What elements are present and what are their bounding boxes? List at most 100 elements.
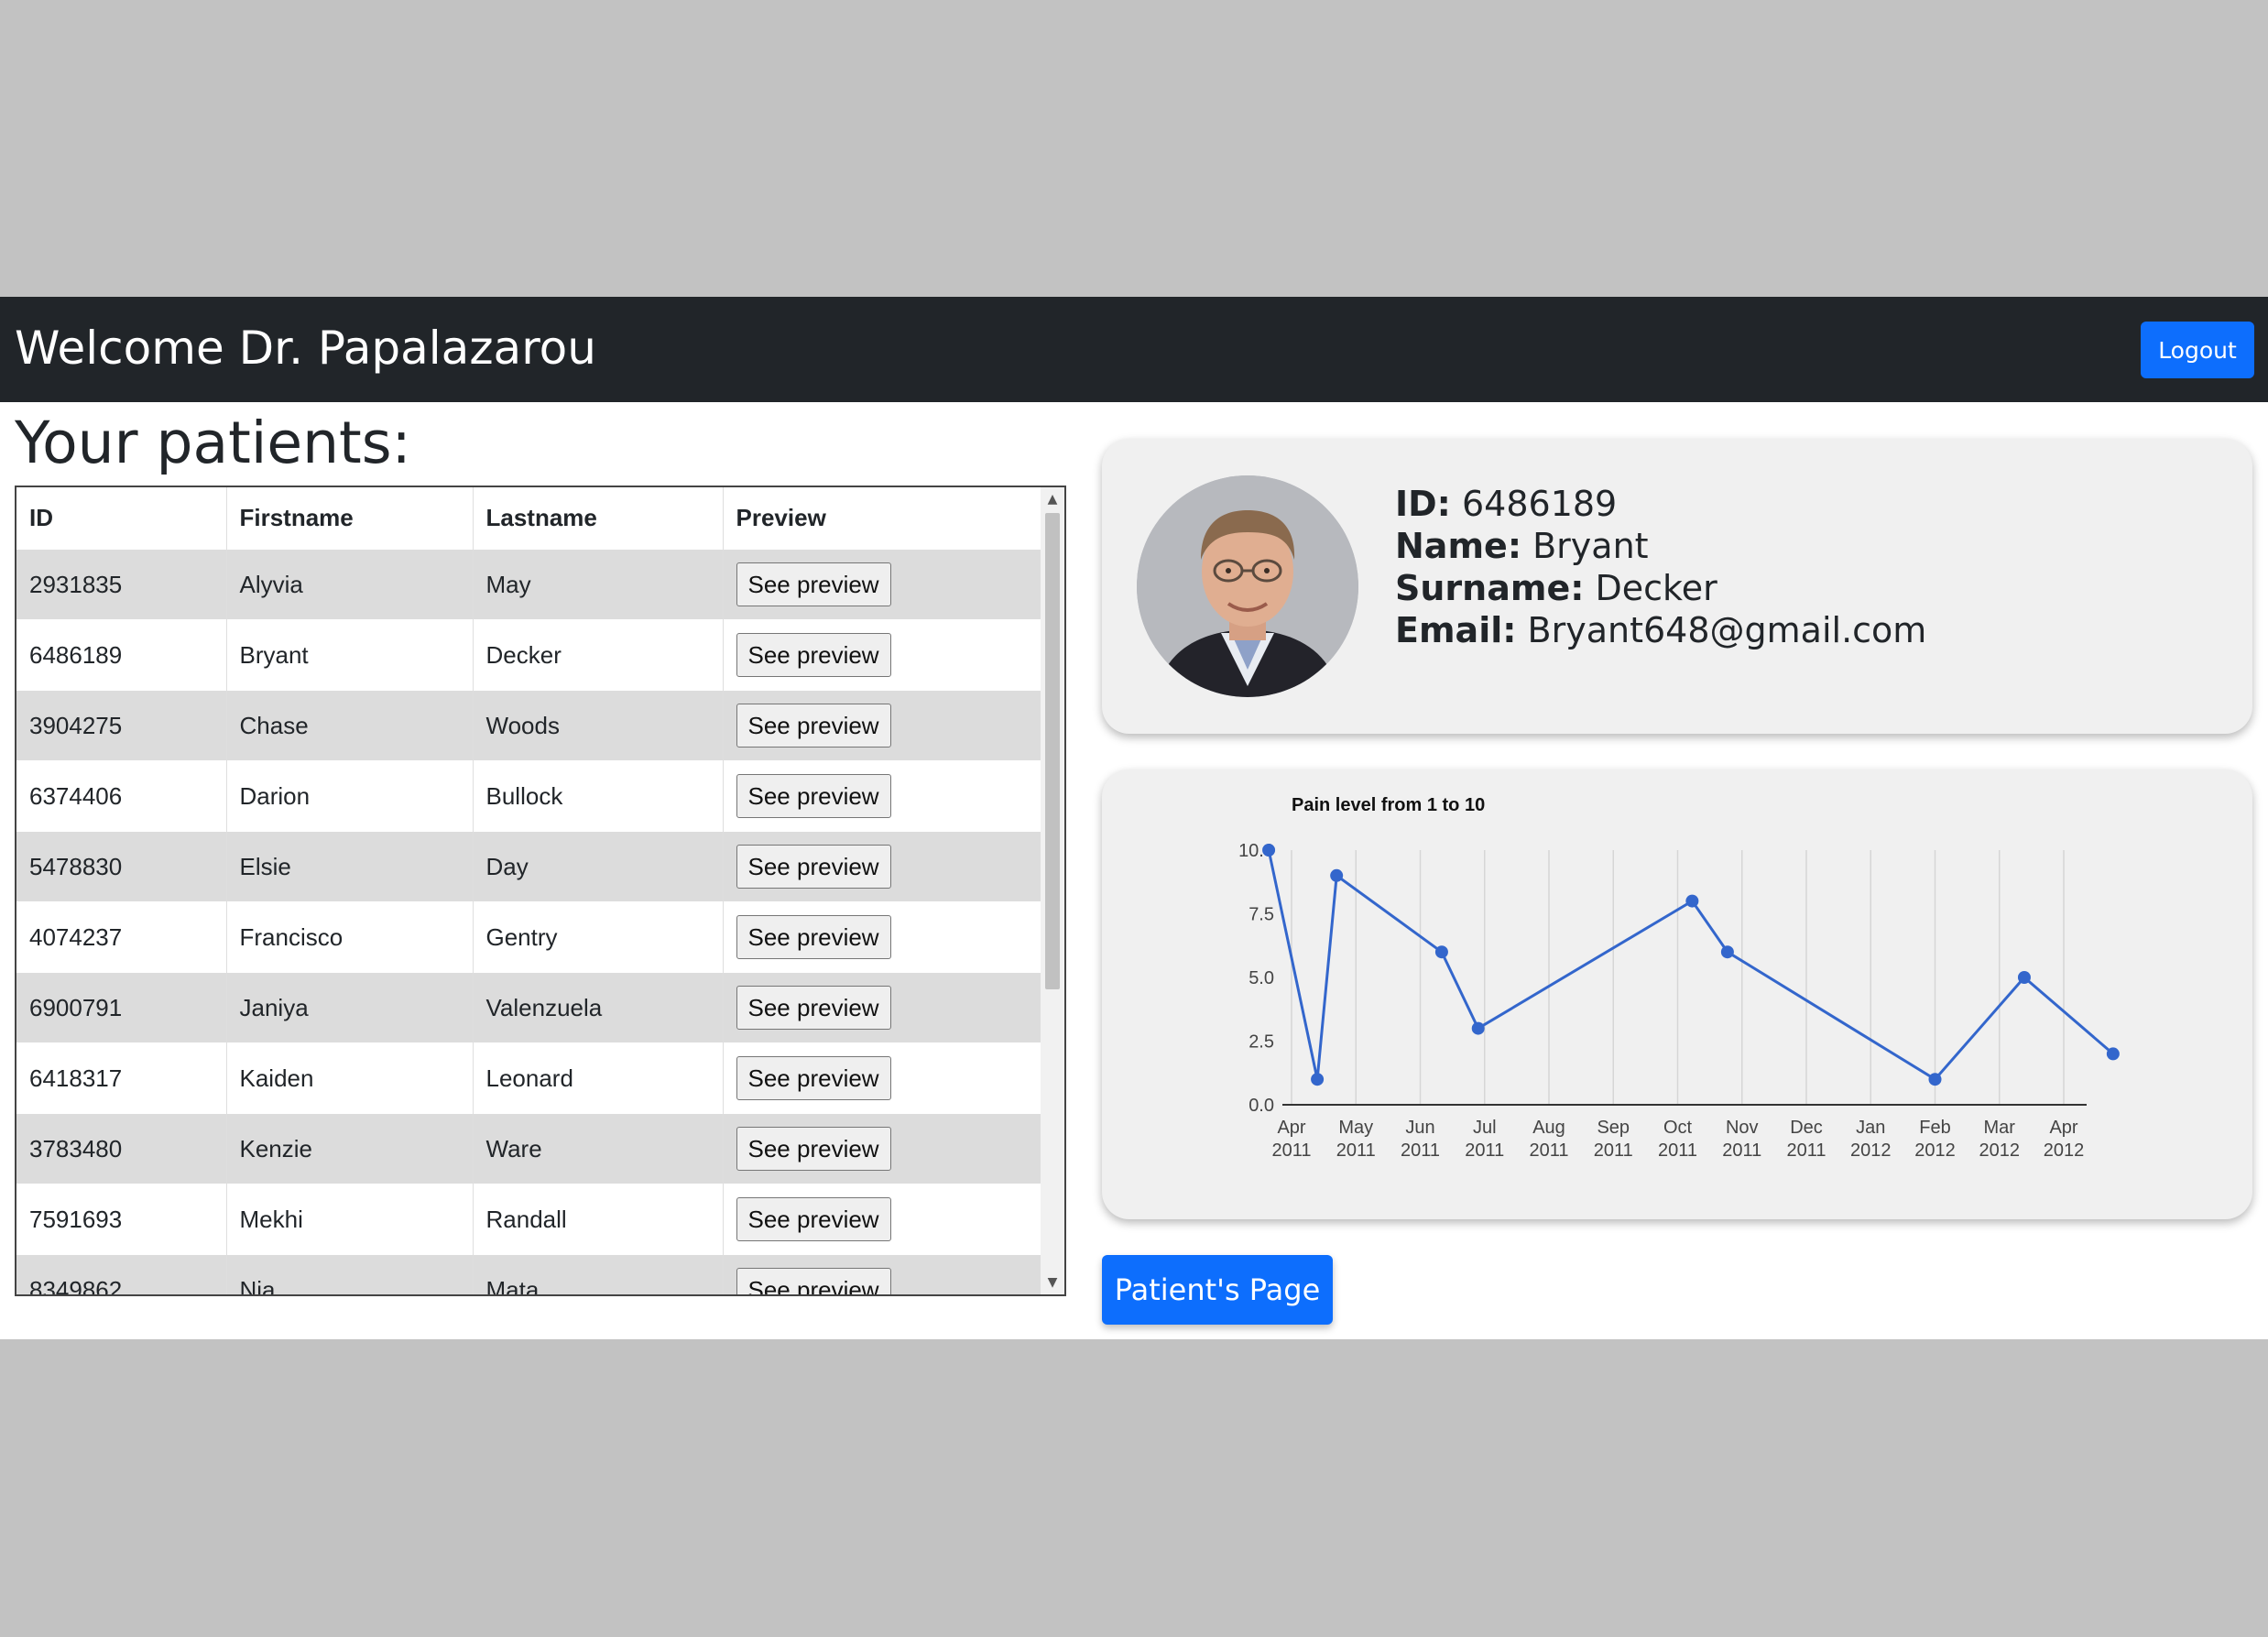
cell-preview: See preview bbox=[723, 1042, 1041, 1114]
see-preview-button[interactable]: See preview bbox=[736, 704, 891, 748]
cell-preview: See preview bbox=[723, 549, 1041, 620]
cell-id: 8349862 bbox=[16, 1254, 227, 1294]
navbar: Welcome Dr. Papalazarou Logout bbox=[0, 297, 2268, 402]
patient-name-line: Name: Bryant bbox=[1395, 525, 1926, 567]
see-preview-button[interactable]: See preview bbox=[736, 915, 891, 959]
cell-firstname: Janiya bbox=[226, 972, 474, 1043]
x-tick-month: Aug bbox=[1532, 1118, 1565, 1138]
cell-lastname: Bullock bbox=[473, 760, 724, 832]
data-point bbox=[2017, 971, 2031, 984]
see-preview-button[interactable]: See preview bbox=[736, 774, 891, 818]
see-preview-button[interactable]: See preview bbox=[736, 1127, 891, 1171]
see-preview-button[interactable]: See preview bbox=[736, 1197, 891, 1241]
cell-firstname: Kenzie bbox=[226, 1113, 474, 1184]
see-preview-button[interactable]: See preview bbox=[736, 562, 891, 606]
x-tick-year: 2012 bbox=[1850, 1140, 1892, 1161]
patient-email-line: Email: Bryant648@gmail.com bbox=[1395, 609, 1926, 651]
cell-id: 6486189 bbox=[16, 619, 227, 691]
cell-preview: See preview bbox=[723, 901, 1041, 973]
patient-surname: Decker bbox=[1595, 568, 1717, 608]
cell-lastname: May bbox=[473, 549, 724, 620]
cell-firstname: Nia bbox=[226, 1254, 474, 1294]
data-point bbox=[2106, 1047, 2120, 1061]
x-tick-year: 2011 bbox=[1786, 1140, 1826, 1161]
cell-lastname: Mata bbox=[473, 1254, 724, 1294]
welcome-title: Welcome Dr. Papalazarou bbox=[15, 322, 596, 375]
table-row: 6486189 Bryant Decker See preview bbox=[16, 619, 1041, 691]
triangle-down-icon[interactable]: ▼ bbox=[1047, 1275, 1058, 1290]
cell-firstname: Chase bbox=[226, 690, 474, 761]
cell-firstname: Elsie bbox=[226, 831, 474, 902]
table-row: 3783480 Kenzie Ware See preview bbox=[16, 1113, 1041, 1184]
data-point bbox=[1434, 945, 1448, 959]
patient-profile-card: ID: 6486189 Name: Bryant Surname: Decker… bbox=[1102, 439, 2252, 734]
x-tick-year: 2011 bbox=[1722, 1140, 1761, 1161]
column-header-lastname: Lastname bbox=[473, 487, 724, 550]
surname-label: Surname: bbox=[1395, 568, 1585, 608]
table-row: 6900791 Janiya Valenzuela See preview bbox=[16, 972, 1041, 1043]
patient-info: ID: 6486189 Name: Bryant Surname: Decker… bbox=[1395, 483, 1926, 651]
patients-table-container[interactable]: ID Firstname Lastname Preview 2931835 Al… bbox=[15, 486, 1066, 1296]
x-tick-year: 2011 bbox=[1658, 1140, 1697, 1161]
triangle-up-icon[interactable]: ▲ bbox=[1047, 492, 1058, 507]
cell-lastname: Randall bbox=[473, 1184, 724, 1255]
patient-surname-line: Surname: Decker bbox=[1395, 567, 1926, 609]
table-row: 6418317 Kaiden Leonard See preview bbox=[16, 1042, 1041, 1114]
data-point bbox=[1928, 1073, 1942, 1086]
cell-preview: See preview bbox=[723, 831, 1041, 902]
cell-preview: See preview bbox=[723, 690, 1041, 761]
id-label: ID: bbox=[1395, 484, 1451, 524]
column-header-firstname: Firstname bbox=[226, 487, 474, 550]
table-row: 6374406 Darion Bullock See preview bbox=[16, 760, 1041, 832]
x-tick-month: Mar bbox=[1984, 1118, 2016, 1138]
cell-firstname: Bryant bbox=[226, 619, 474, 691]
cell-lastname: Gentry bbox=[473, 901, 724, 973]
see-preview-button[interactable]: See preview bbox=[736, 1056, 891, 1100]
cell-preview: See preview bbox=[723, 760, 1041, 832]
logout-button[interactable]: Logout bbox=[2141, 322, 2254, 378]
x-tick-month: Sep bbox=[1597, 1118, 1630, 1138]
pain-series-line bbox=[1267, 849, 2114, 1082]
see-preview-button[interactable]: See preview bbox=[736, 845, 891, 889]
cell-preview: See preview bbox=[723, 972, 1041, 1043]
cell-id: 5478830 bbox=[16, 831, 227, 902]
y-tick-label: 2.5 bbox=[1248, 1032, 1274, 1053]
cell-id: 4074237 bbox=[16, 901, 227, 973]
x-tick-month: Dec bbox=[1790, 1118, 1823, 1138]
see-preview-button[interactable]: See preview bbox=[736, 1268, 891, 1294]
y-tick-label: 0.0 bbox=[1248, 1096, 1274, 1116]
x-tick-month: Feb bbox=[1919, 1118, 1950, 1138]
cell-lastname: Ware bbox=[473, 1113, 724, 1184]
patient-name: Bryant bbox=[1532, 526, 1649, 566]
see-preview-button[interactable]: See preview bbox=[736, 986, 891, 1030]
column-header-preview: Preview bbox=[723, 487, 1041, 550]
patient-email: Bryant648@gmail.com bbox=[1527, 610, 1927, 650]
table-row: 7591693 Mekhi Randall See preview bbox=[16, 1184, 1041, 1255]
see-preview-button[interactable]: See preview bbox=[736, 633, 891, 677]
cell-firstname: Mekhi bbox=[226, 1184, 474, 1255]
data-point bbox=[1471, 1021, 1485, 1035]
table-row: 5478830 Elsie Day See preview bbox=[16, 831, 1041, 902]
y-tick-label: 5.0 bbox=[1248, 968, 1274, 988]
data-point bbox=[1311, 1073, 1325, 1086]
pain-chart-card: Pain level from 1 to 10 Apr 2011 May 2011 Jun… bbox=[1102, 769, 2252, 1219]
patients-page-button[interactable]: Patient's Page bbox=[1102, 1255, 1333, 1325]
cell-preview: See preview bbox=[723, 1184, 1041, 1255]
cell-firstname: Alyvia bbox=[226, 549, 474, 620]
scrollbar-thumb[interactable] bbox=[1045, 513, 1060, 989]
table-row: 8349862 Nia Mata See preview bbox=[16, 1254, 1041, 1294]
x-tick-year: 2012 bbox=[2044, 1140, 2085, 1161]
patient-id: 6486189 bbox=[1461, 484, 1618, 524]
x-tick-month: Nov bbox=[1726, 1118, 1759, 1138]
table-scrollbar[interactable]: ▲ ▼ bbox=[1041, 487, 1064, 1294]
cell-id: 7591693 bbox=[16, 1184, 227, 1255]
cell-lastname: Valenzuela bbox=[473, 972, 724, 1043]
email-label: Email: bbox=[1395, 610, 1517, 650]
data-point bbox=[1262, 844, 1276, 857]
x-tick-year: 2011 bbox=[1465, 1140, 1504, 1161]
y-tick-label: 7.5 bbox=[1248, 905, 1274, 925]
x-tick-year: 2011 bbox=[1401, 1140, 1440, 1161]
column-header-id: ID bbox=[16, 487, 227, 550]
patient-id-line: ID: 6486189 bbox=[1395, 483, 1926, 525]
data-point bbox=[1330, 868, 1344, 882]
